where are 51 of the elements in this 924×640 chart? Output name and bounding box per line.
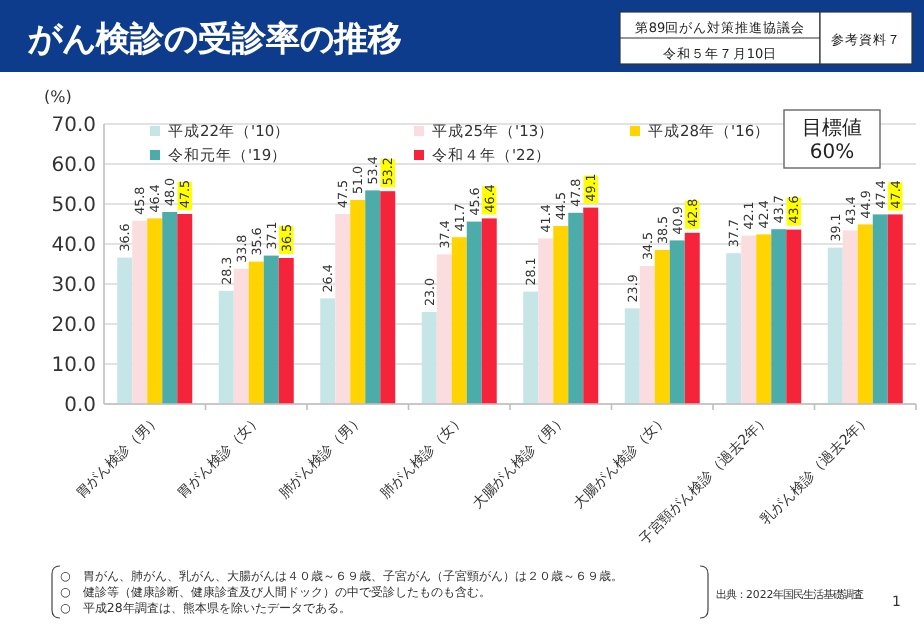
bar [218, 290, 234, 404]
y-tick-label: 0.0 [64, 395, 96, 417]
bar [350, 200, 366, 404]
bar [669, 240, 685, 404]
annotation: 目標値 60% [802, 116, 862, 164]
y-tick-label: 30.0 [51, 275, 96, 297]
bar [741, 235, 757, 404]
bar [654, 250, 670, 404]
bar [583, 207, 599, 404]
bar [278, 258, 294, 404]
bar [436, 254, 452, 404]
bar [132, 220, 148, 404]
bar [248, 261, 264, 404]
bar [147, 218, 163, 404]
bar [320, 298, 336, 404]
bar [842, 230, 858, 404]
y-tick-label: 40.0 [51, 235, 96, 257]
y-tick-label: 70.0 [51, 115, 96, 137]
bar [624, 308, 640, 404]
bar [568, 212, 584, 404]
bar [466, 221, 482, 404]
bar [756, 234, 772, 404]
bar [263, 255, 279, 404]
bar [771, 229, 787, 404]
bar [684, 232, 700, 404]
chart-title: がん検診の受診率の推移 [26, 20, 402, 60]
y-tick-label: 50.0 [51, 195, 96, 217]
bar [177, 214, 193, 404]
bar [421, 312, 437, 404]
bar [523, 291, 539, 404]
bar [786, 229, 802, 404]
bar [451, 237, 467, 404]
bar [481, 218, 497, 404]
bar [233, 268, 249, 404]
bar [117, 257, 133, 404]
bar [335, 214, 351, 404]
bar [538, 238, 554, 404]
y-axis-title: (%) [44, 88, 72, 106]
bar [380, 191, 396, 404]
bar [553, 226, 569, 404]
bar [639, 266, 655, 404]
bar [872, 214, 888, 404]
bar [365, 190, 381, 404]
bar [827, 247, 843, 404]
bar [162, 212, 178, 404]
y-tick-label: 10.0 [51, 355, 96, 377]
bar [887, 214, 903, 404]
bar [857, 224, 873, 404]
y-tick-label: 60.0 [51, 155, 96, 177]
bar [726, 253, 742, 404]
y-tick-label: 20.0 [51, 315, 96, 337]
